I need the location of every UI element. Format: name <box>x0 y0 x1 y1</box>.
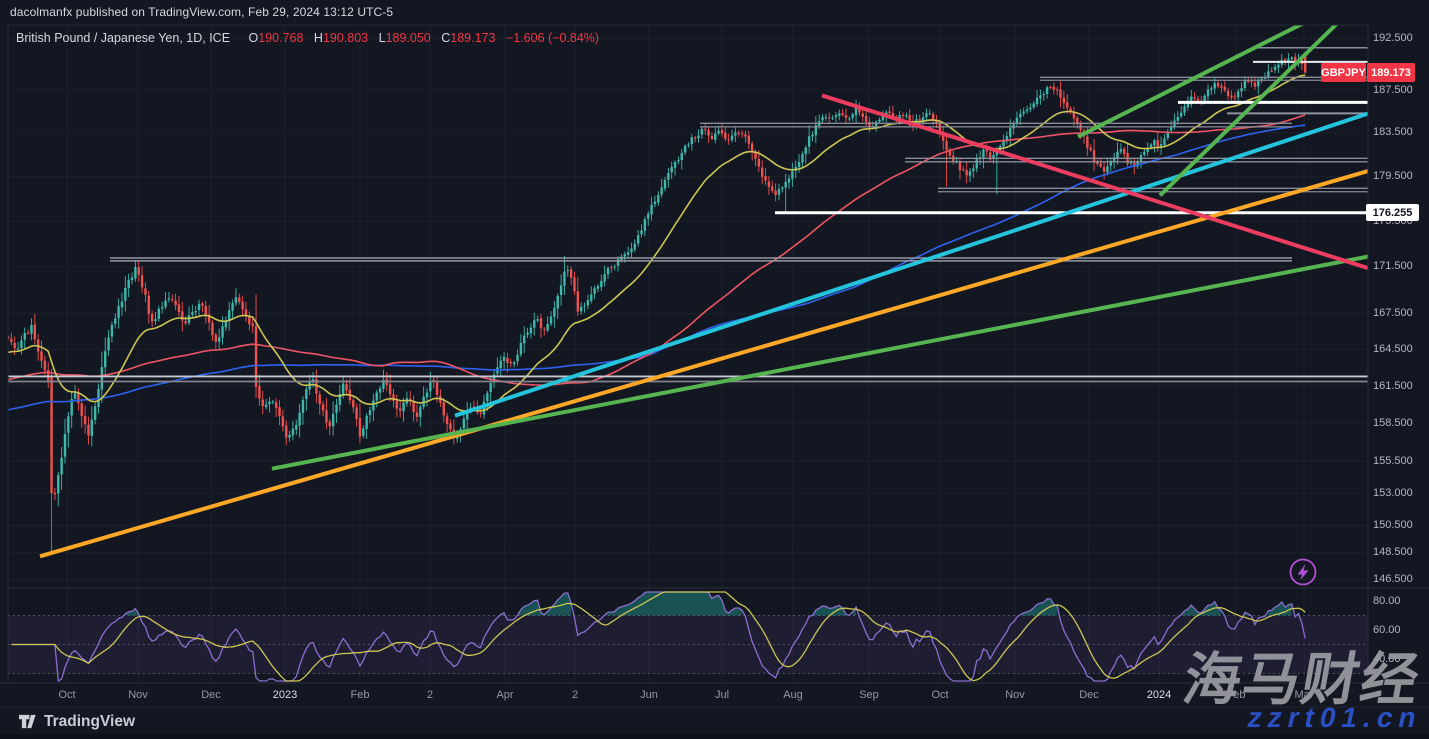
chart-legend: British Pound / Japanese Yen, 1D, ICE O1… <box>16 31 599 45</box>
ticker-badge: GBPJPY <box>1321 63 1366 82</box>
time-axis-label: Oct <box>931 689 949 701</box>
ohlc-high-value: 190.803 <box>322 31 369 45</box>
price-axis-label: 158.500 <box>1373 417 1413 429</box>
ohlc-low-label: L <box>378 31 386 45</box>
time-axis-label: Aug <box>783 689 803 701</box>
time-axis-label: Sep <box>859 689 879 701</box>
time-axis-label: Dec <box>201 689 221 701</box>
boost-icon[interactable] <box>1289 558 1317 586</box>
price-axis-label: 171.500 <box>1373 260 1413 272</box>
rsi-axis-label: 60.00 <box>1373 623 1401 636</box>
time-axis-label: 2 <box>571 689 579 701</box>
time-axis-label: Oct <box>58 689 76 701</box>
drawings <box>8 25 1368 559</box>
change-value: −1.606 (−0.84%) <box>505 31 600 45</box>
tradingview-logo-text: TradingView <box>44 712 136 730</box>
ohlc-close-label: C <box>441 31 451 45</box>
price-axis-label: 164.500 <box>1373 343 1413 355</box>
ohlc-open-value: 190.768 <box>258 31 304 45</box>
time-axis-label: Feb <box>1226 689 1246 701</box>
ohlc-high-label: H <box>313 31 323 45</box>
time-axis-label: Apr <box>496 689 514 701</box>
rsi-axis-label: 80.00 <box>1373 594 1401 607</box>
tradingview-logo-icon <box>18 714 36 729</box>
price-axis-label: 155.500 <box>1373 455 1413 467</box>
price-axis-label: 192.500 <box>1373 32 1413 44</box>
watermark-site: zzrt01.cn <box>1244 702 1426 733</box>
time-axis-label: 2024 <box>1146 689 1172 701</box>
time-axis-label: Jun <box>640 689 658 701</box>
time-axis-label: Jul <box>714 689 730 701</box>
last-price-badge: 189.173 <box>1367 63 1415 82</box>
price-axis-label: 161.500 <box>1373 380 1413 392</box>
time-axis-label: Nov <box>128 689 148 701</box>
level-price-badge: 176.255 <box>1366 204 1419 221</box>
rsi-axis-label: 40.00 <box>1373 652 1401 665</box>
tradingview-logo[interactable]: TradingView <box>18 712 135 731</box>
ohlc-open-label: O <box>248 31 259 45</box>
time-axis-label: 2 <box>426 689 434 701</box>
price-axis-label: 150.500 <box>1373 519 1413 531</box>
price-axis-label: 167.500 <box>1373 307 1413 319</box>
ohlc-low-value: 189.050 <box>385 31 431 45</box>
price-axis-label: 187.500 <box>1373 84 1413 96</box>
publish-info: dacolmanfx published on TradingView.com,… <box>10 5 394 19</box>
time-axis-label: Feb <box>350 689 370 701</box>
price-axis-label: 179.500 <box>1373 170 1413 182</box>
time-axis-label: Dec <box>1079 689 1099 701</box>
price-axis-label: 153.000 <box>1373 487 1413 499</box>
ohlc-close-value: 189.173 <box>450 31 496 45</box>
time-axis-label: Nov <box>1005 689 1025 701</box>
time-axis-label: 2023 <box>272 689 298 701</box>
time-axis-label: Mar <box>1294 689 1314 701</box>
price-axis-label: 148.500 <box>1373 546 1413 558</box>
rsi-panel <box>8 591 1368 683</box>
price-axis-label: 183.500 <box>1373 126 1413 138</box>
price-axis-label: 146.500 <box>1373 573 1413 585</box>
symbol-title: British Pound / Japanese Yen, 1D, ICE <box>16 31 231 45</box>
bottom-strip <box>0 734 1429 739</box>
